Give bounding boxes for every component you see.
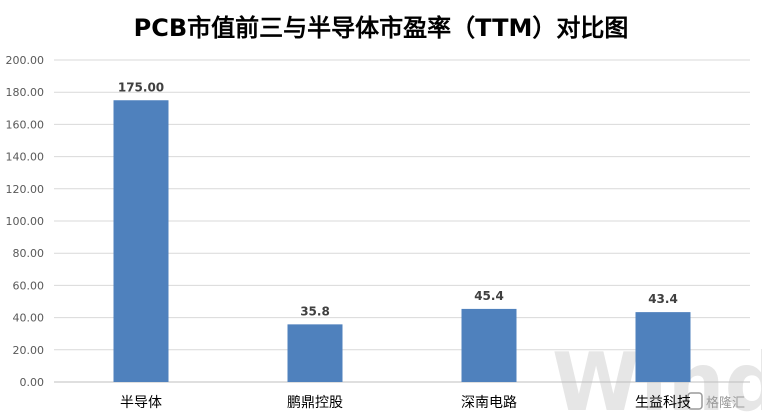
bar <box>287 324 343 382</box>
y-tick-label: 120.00 <box>6 183 45 196</box>
category-label: 鹏鼎控股 <box>287 395 343 411</box>
y-tick-label: 0.00 <box>20 376 45 389</box>
y-tick-label: 180.00 <box>6 86 45 99</box>
y-tick-label: 160.00 <box>6 118 45 131</box>
data-label: 175.00 <box>118 80 164 94</box>
chart-title: PCB市值前三与半导体市盈率（TTM）对比图 <box>133 14 629 42</box>
logo-icon <box>687 392 703 410</box>
y-tick-label: 60.00 <box>13 279 45 292</box>
y-tick-label: 200.00 <box>6 54 45 67</box>
bar <box>635 312 691 382</box>
data-label: 45.4 <box>474 289 504 303</box>
category-label: 深南电路 <box>461 395 517 411</box>
y-tick-label: 20.00 <box>13 344 45 357</box>
data-label: 43.4 <box>648 292 678 306</box>
y-tick-label: 100.00 <box>6 215 45 228</box>
category-label: 半导体 <box>120 395 162 411</box>
category-label: 生益科技 <box>635 395 691 411</box>
bar <box>461 308 517 382</box>
y-tick-label: 140.00 <box>6 151 45 164</box>
data-label: 35.8 <box>300 304 330 318</box>
logo-text: 格隆汇 <box>706 395 745 411</box>
y-tick-label: 80.00 <box>13 247 45 260</box>
y-tick-label: 40.00 <box>13 312 45 325</box>
bar <box>113 100 169 382</box>
